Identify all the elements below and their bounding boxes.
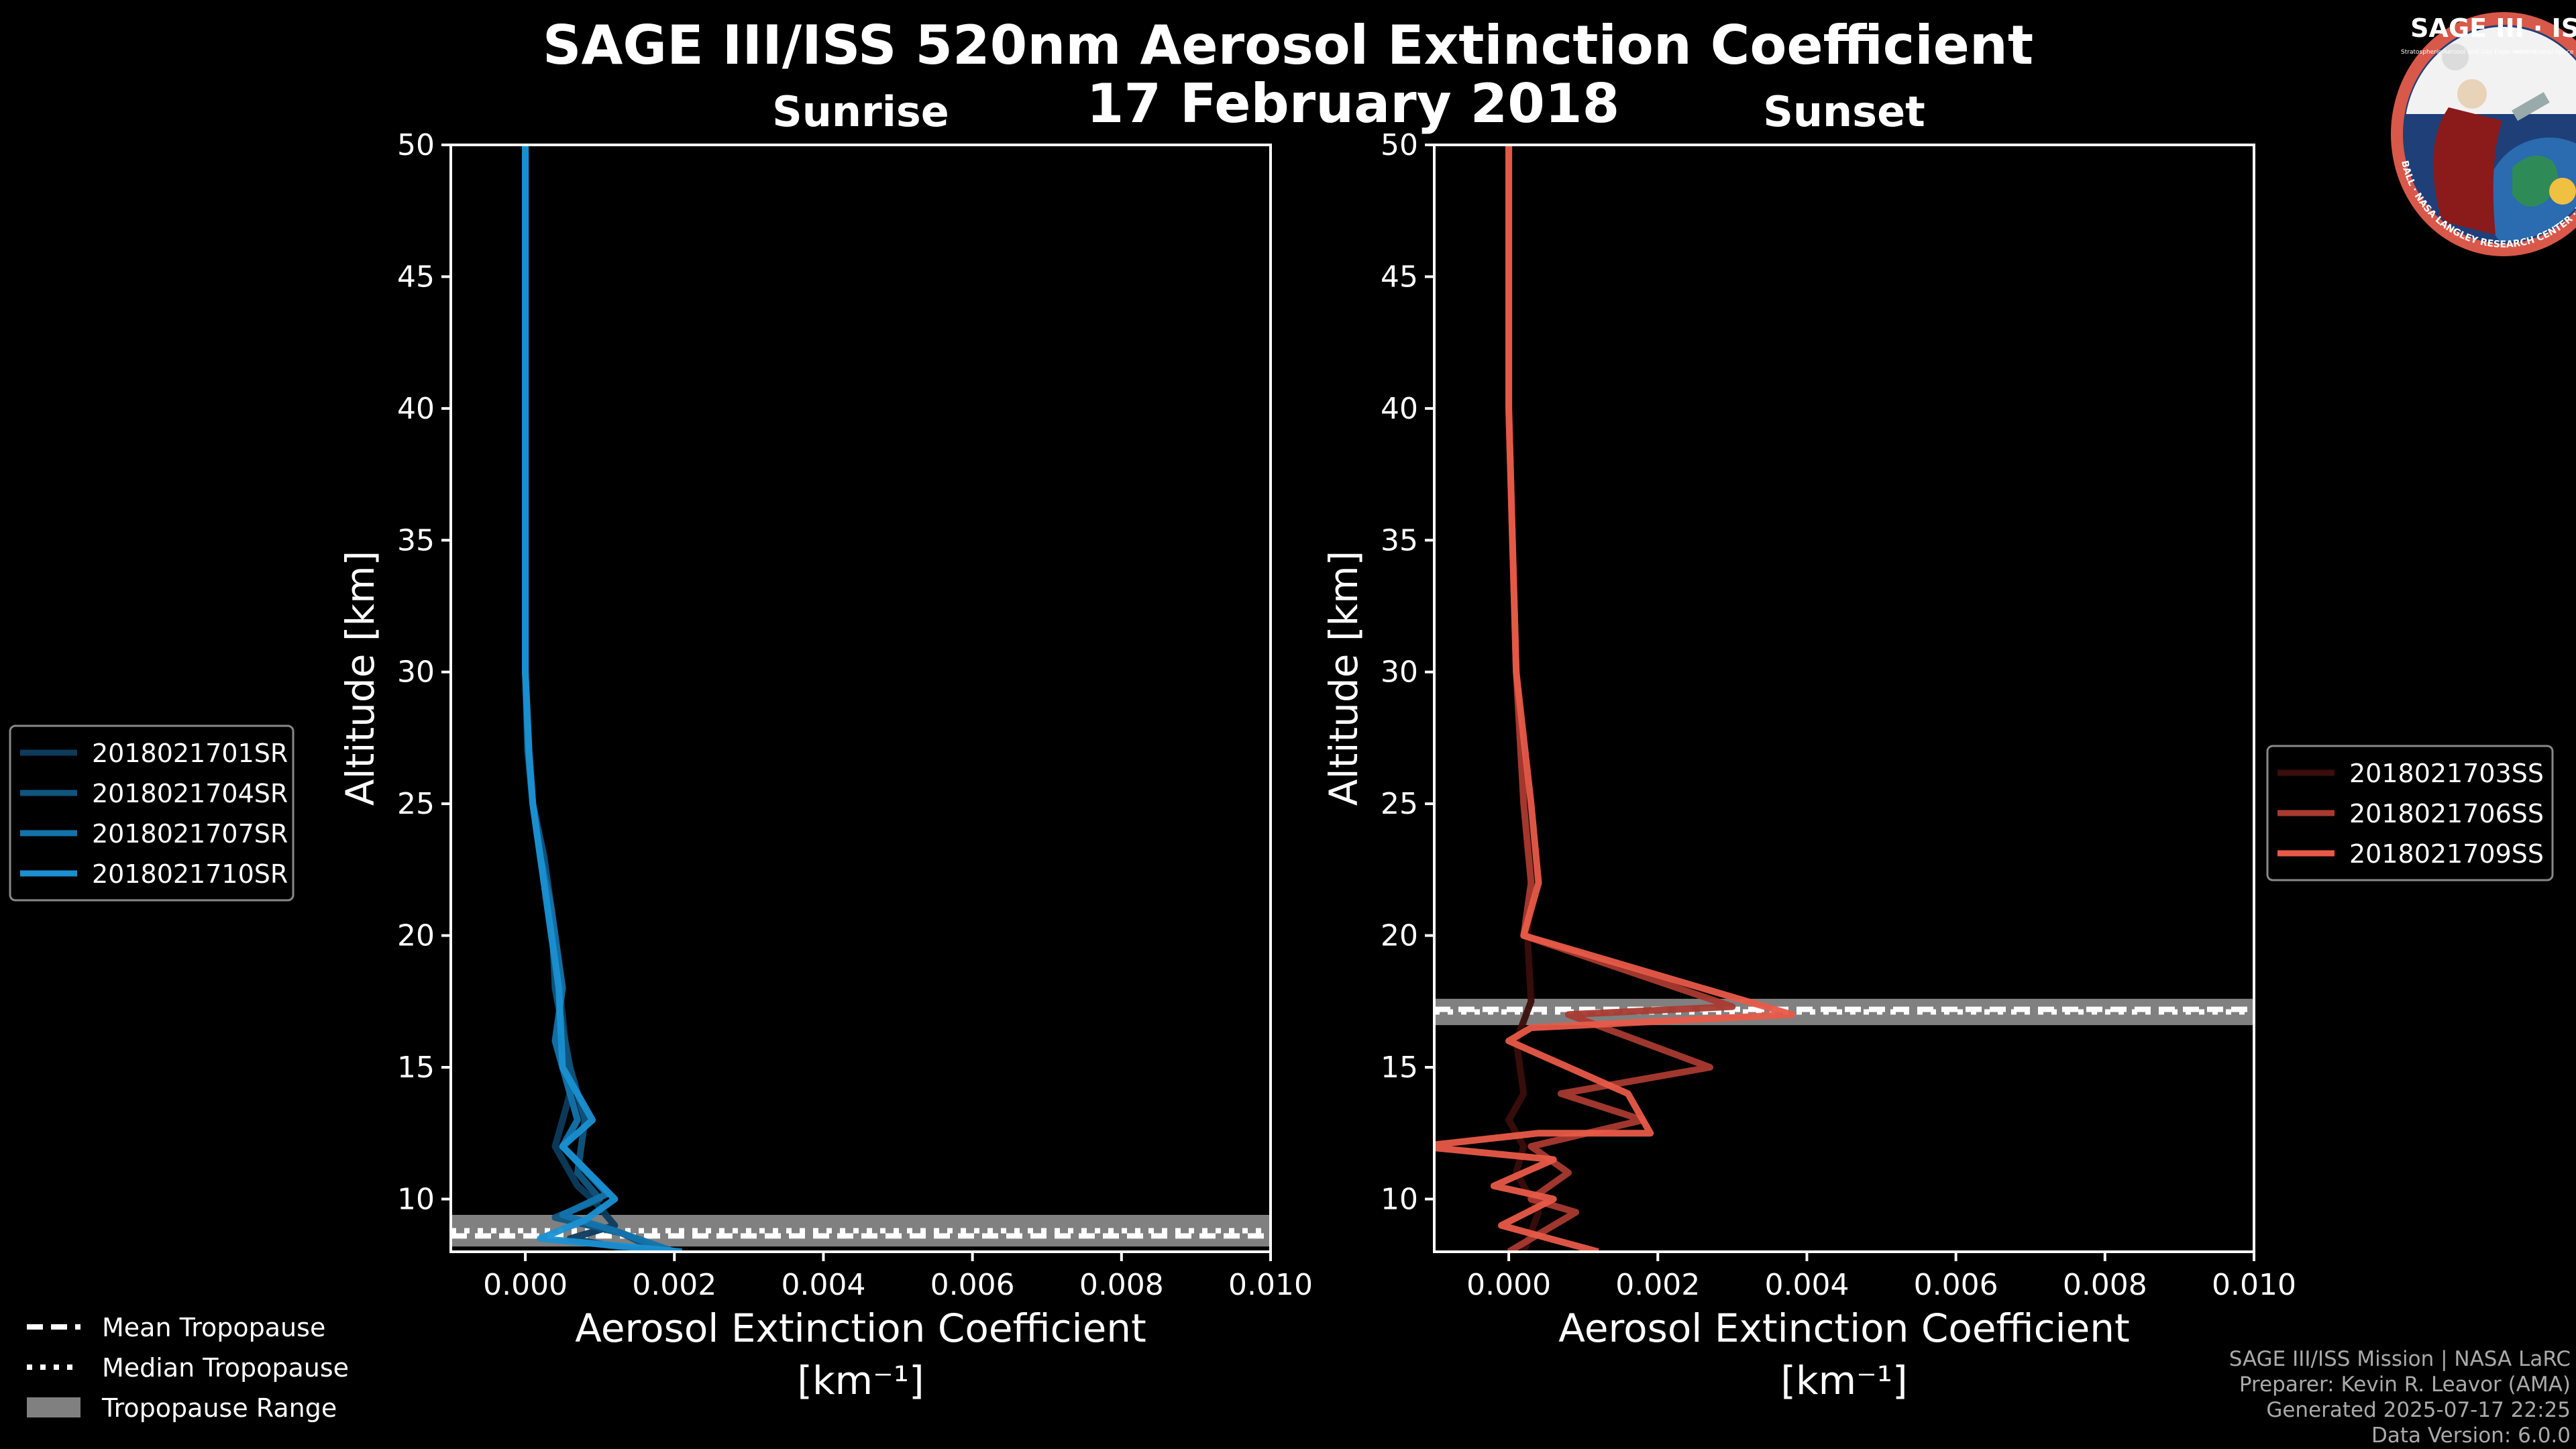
panel-title: Sunrise (772, 87, 949, 136)
x-tick-label: 0.010 (1228, 1268, 1313, 1302)
x-tick-label: 0.000 (483, 1268, 568, 1302)
sunset-legend: 2018021703SS 2018021706SS 2018021709SS (2266, 745, 2554, 881)
y-tick-label: 10 (397, 1182, 435, 1216)
x-tick-label: 0.006 (1914, 1268, 1998, 1302)
y-tick-label: 20 (1381, 919, 1418, 953)
x-tick-label: 0.008 (2063, 1268, 2147, 1302)
logo-subtext-left: Stratospheric Aerosol and Gas Experiment… (2401, 49, 2536, 56)
y-tick-label: 30 (397, 655, 435, 690)
x-axis-unit: [km⁻¹] (1780, 1358, 1907, 1403)
mean-tropopause-label: Mean Tropopause (102, 1313, 325, 1342)
y-tick-label: 15 (1381, 1051, 1418, 1085)
y-tick-label: 40 (1381, 392, 1418, 426)
legend-label: 2018021707SR (92, 819, 288, 849)
logo-subtext-right: International Space Station (2515, 49, 2576, 56)
tropopause-legend: Mean Tropopause Median Tropopause Tropop… (27, 1313, 349, 1423)
legend-label: 2018021709SS (2349, 839, 2544, 869)
legend-label: 2018021703SS (2349, 759, 2544, 788)
astronomer-figure-icon (2433, 107, 2502, 235)
legend-label: 2018021704SR (92, 779, 288, 808)
y-tick-label: 20 (397, 919, 435, 953)
y-tick-label: 45 (397, 260, 435, 294)
legend-label: 2018021701SR (92, 739, 288, 768)
series-line-2018021710SR (522, 145, 682, 1252)
y-tick-label: 50 (1381, 128, 1418, 162)
credit-line-version: Data Version: 6.0.0 (2371, 1424, 2571, 1448)
figure-subtitle-date: 17 February 2018 (1087, 72, 1620, 135)
x-tick-label: 0.004 (781, 1268, 865, 1302)
tropopause-range-label: Tropopause Range (101, 1393, 337, 1423)
sunset-panel: 10 15 20 25 30 35 40 45 50 0.000 0.002 0.004 0.006 0.… (1321, 87, 2296, 1403)
x-tick-label: 0.002 (1615, 1268, 1700, 1302)
x-axis-unit: [km⁻¹] (797, 1358, 924, 1403)
y-tick-label: 10 (1381, 1182, 1418, 1216)
series-line-2018021709SS (1434, 145, 1796, 1252)
x-tick-label: 0.010 (2212, 1268, 2296, 1302)
iss-icon (2512, 92, 2550, 121)
y-tick-label: 40 (397, 392, 435, 426)
y-tick-label: 30 (1381, 655, 1418, 690)
sun-icon (2549, 178, 2576, 205)
legend-box (2266, 745, 2554, 881)
plot-frame (449, 144, 1272, 1253)
y-tick-label: 35 (1381, 523, 1418, 557)
figure-title: SAGE III/ISS 520nm Aerosol Extinction Co… (543, 14, 2033, 76)
credit-line-preparer: Preparer: Kevin R. Leavor (AMA) (2239, 1373, 2571, 1397)
sunrise-legend: 2018021701SR 2018021704SR 2018021707SR 2018… (9, 724, 294, 902)
y-tick-label: 50 (397, 128, 435, 162)
tropopause-range-swatch (27, 1397, 80, 1417)
x-axis-label: Aerosol Extinction Coefficient (575, 1305, 1146, 1351)
legend-label: 2018021710SR (92, 859, 288, 889)
plot-frame (1433, 144, 2255, 1253)
y-tick-label: 35 (397, 523, 435, 557)
panel-title: Sunset (1763, 87, 1925, 136)
y-tick-label: 25 (1381, 787, 1418, 821)
y-tick-label: 45 (1381, 260, 1418, 294)
x-tick-label: 0.000 (1466, 1268, 1551, 1302)
x-tick-label: 0.008 (1079, 1268, 1164, 1302)
legend-box (9, 724, 294, 902)
legend-label: 2018021706SS (2349, 799, 2544, 828)
credits-block: SAGE III/ISS Mission | NASA LaRC Prepare… (2229, 1347, 2571, 1448)
y-tick-label: 25 (397, 787, 435, 821)
median-tropopause-label: Median Tropopause (102, 1353, 349, 1383)
credit-line-generated: Generated 2025-07-17 22:25 (2266, 1398, 2571, 1422)
sunrise-panel: 10 15 20 25 30 35 40 45 50 0.000 0.002 0.004 0.006 0.… (337, 87, 1313, 1403)
credit-line-mission: SAGE III/ISS Mission | NASA LaRC (2229, 1347, 2571, 1371)
logo-title: SAGE III · ISS (2410, 13, 2576, 43)
x-axis-label: Aerosol Extinction Coefficient (1558, 1305, 2130, 1351)
moon-icon (2442, 44, 2469, 70)
x-tick-label: 0.006 (930, 1268, 1015, 1302)
x-tick-label: 0.002 (632, 1268, 716, 1302)
x-tick-label: 0.004 (1764, 1268, 1849, 1302)
y-axis-label: Altitude [km] (337, 551, 383, 806)
sage-iii-iss-mission-logo: SAGE III · ISS Stratospheric Aerosol and… (2391, 12, 2576, 256)
y-tick-label: 15 (397, 1051, 435, 1085)
y-axis-label: Altitude [km] (1321, 551, 1366, 806)
